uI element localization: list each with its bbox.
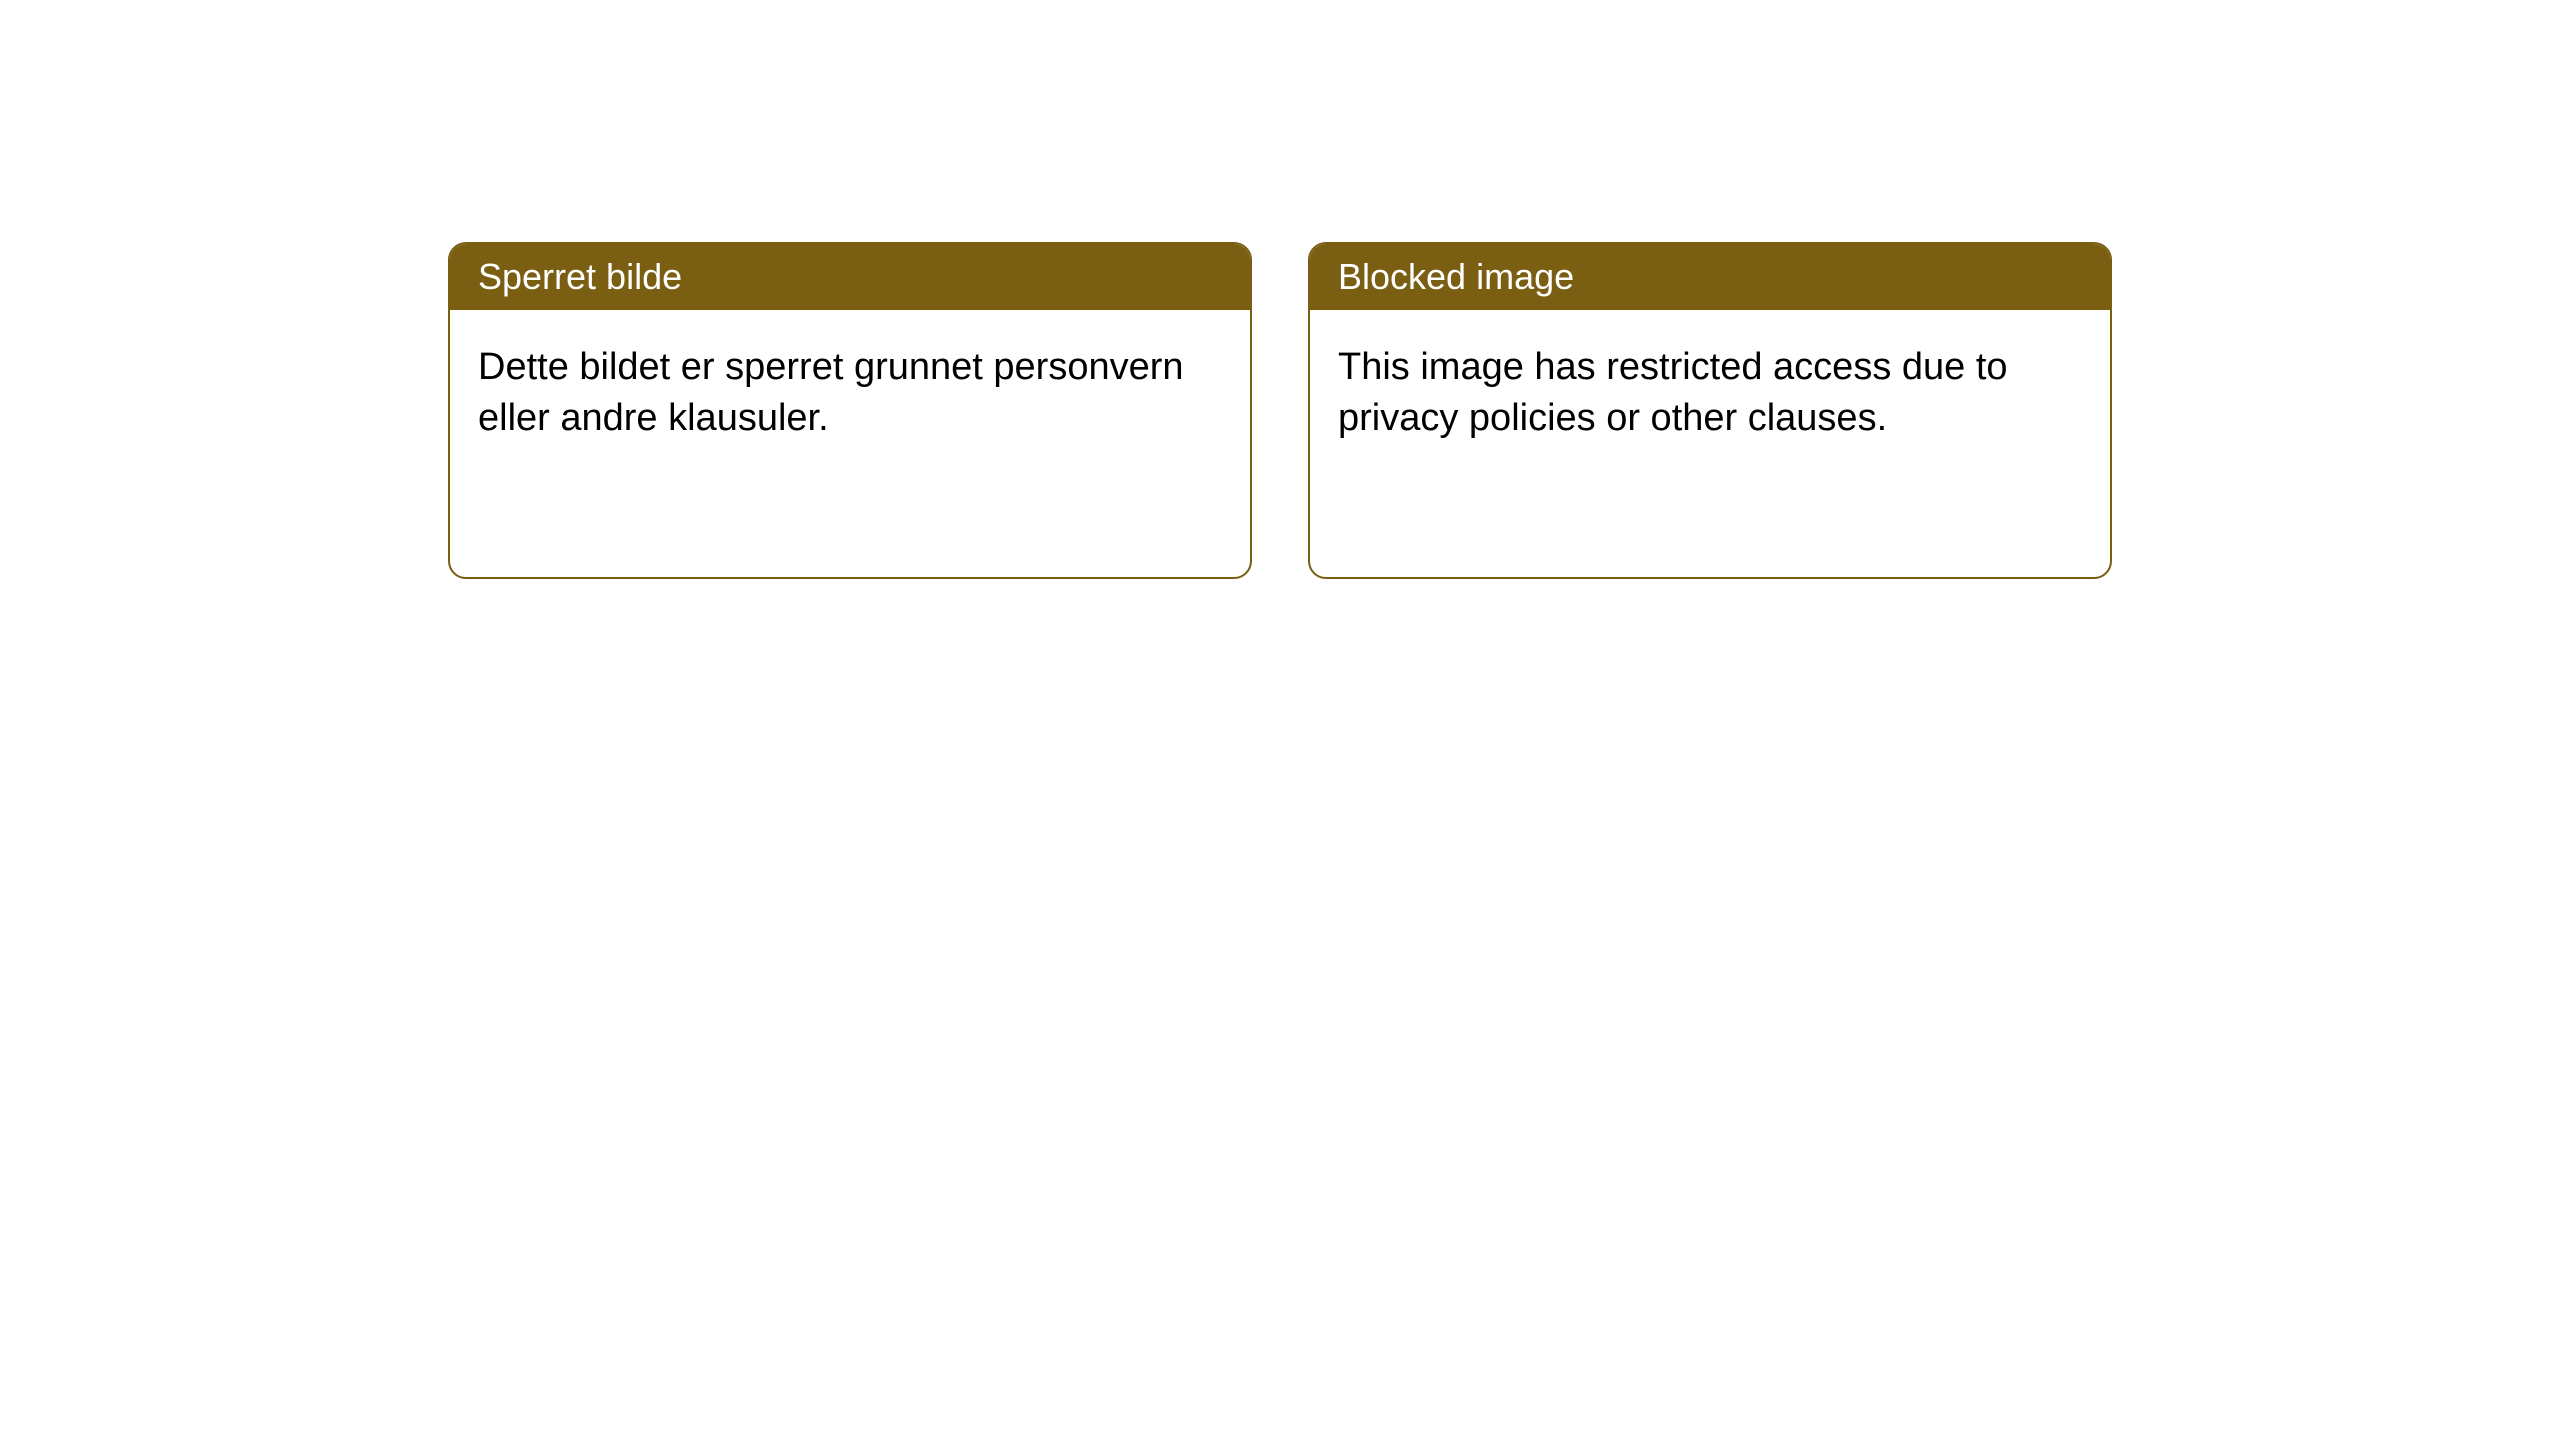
notice-body-english: This image has restricted access due to … — [1310, 310, 2110, 477]
notice-container: Sperret bilde Dette bildet er sperret gr… — [0, 0, 2560, 579]
notice-card-norwegian: Sperret bilde Dette bildet er sperret gr… — [448, 242, 1252, 579]
notice-body-norwegian: Dette bildet er sperret grunnet personve… — [450, 310, 1250, 477]
notice-header-english: Blocked image — [1310, 244, 2110, 310]
notice-header-norwegian: Sperret bilde — [450, 244, 1250, 310]
notice-card-english: Blocked image This image has restricted … — [1308, 242, 2112, 579]
